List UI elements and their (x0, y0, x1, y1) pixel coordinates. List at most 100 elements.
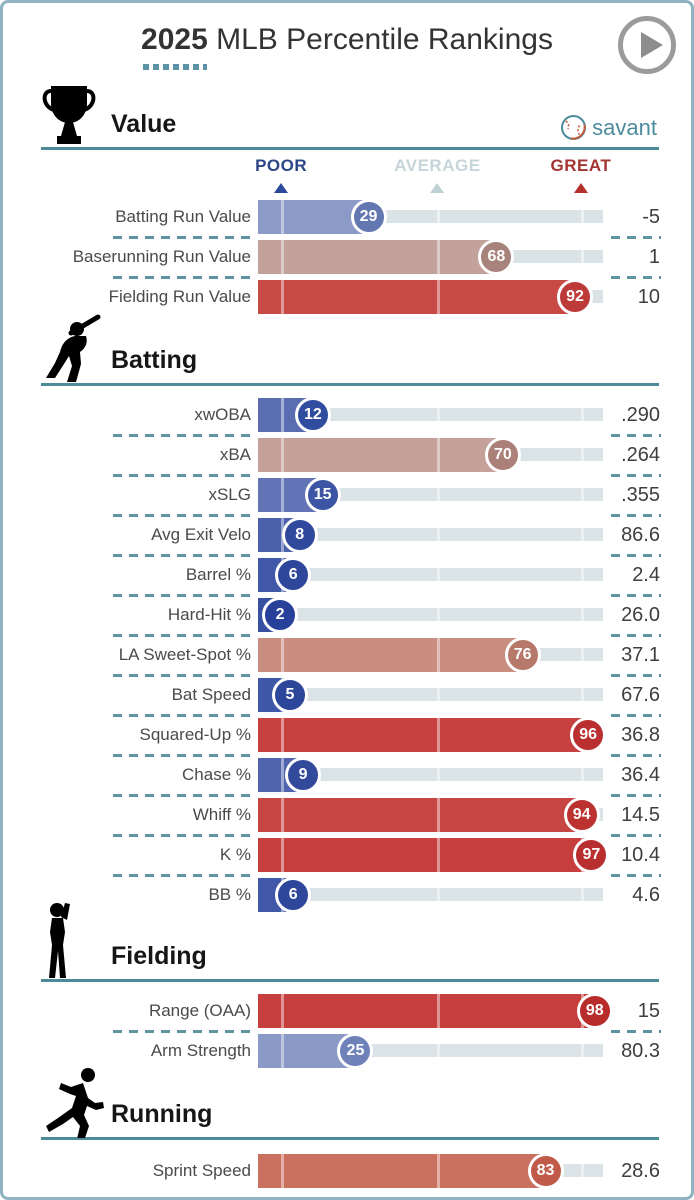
percentile-bar[interactable]: 2 (258, 597, 603, 633)
average-tick (437, 558, 441, 592)
separator-right-dashes (611, 553, 661, 557)
play-button[interactable] (618, 16, 676, 74)
row-label: Range (OAA) (148, 1001, 251, 1020)
percentile-circle[interactable]: 70 (484, 437, 521, 473)
separator-left-dashes (113, 513, 251, 517)
row-value: 26.0 (621, 604, 660, 626)
percentile-circle[interactable]: 2 (262, 597, 299, 633)
section-icon-wrap (41, 314, 103, 389)
average-tick (437, 398, 441, 432)
percentile-circle[interactable]: 96 (570, 717, 607, 753)
percentile-bar[interactable]: 15 (258, 477, 603, 513)
bar-background-track (258, 488, 603, 501)
row-value: 28.6 (621, 1160, 660, 1182)
percentile-bar[interactable]: 70 (258, 437, 603, 473)
percentile-circle[interactable]: 83 (527, 1153, 564, 1189)
scale-label-poor: POOR (255, 156, 308, 175)
great-marker-triangle (573, 183, 588, 193)
average-tick (437, 478, 441, 512)
great-tick (580, 240, 584, 274)
great-tick (580, 878, 584, 912)
percentile-bar[interactable]: 68 (258, 239, 603, 275)
percentile-row: Hard-Hit % 2 26.0 (3, 595, 691, 635)
row-label: xwOBA (194, 405, 251, 424)
percentile-row: xBA 70 .264 (3, 435, 691, 475)
percentile-circle[interactable]: 12 (294, 397, 331, 433)
percentile-bar[interactable]: 76 (258, 637, 603, 673)
title-year: 2025 (141, 23, 208, 56)
percentile-bar[interactable]: 5 (258, 677, 603, 713)
average-tick (437, 1034, 441, 1068)
percentile-bar[interactable]: 29 (258, 199, 603, 235)
percentile-circle[interactable]: 97 (573, 837, 610, 873)
percentile-circle[interactable]: 68 (478, 239, 515, 275)
percentile-bar[interactable]: 6 (258, 557, 603, 593)
percentile-circle[interactable]: 9 (285, 757, 322, 793)
percentile-circle[interactable]: 76 (504, 637, 541, 673)
row-value: .355 (621, 484, 660, 506)
percentile-circle[interactable]: 6 (275, 877, 312, 913)
row-value: 10.4 (621, 844, 660, 866)
percentile-row: Arm Strength 25 80.3 (3, 1031, 691, 1071)
title-underline-dots (143, 64, 208, 70)
percentile-row: Sprint Speed 83 28.6 (3, 1151, 691, 1191)
scale-label-great: GREAT (550, 156, 612, 175)
percentile-circle[interactable]: 6 (275, 557, 312, 593)
great-tick (580, 1034, 584, 1068)
percentile-row: Chase % 9 36.4 (3, 755, 691, 795)
percentile-bar[interactable]: 25 (258, 1033, 603, 1069)
separator-right-dashes (611, 433, 661, 437)
row-value: 86.6 (621, 524, 660, 546)
section-title: Running (111, 1100, 213, 1128)
separator-left-dashes (113, 873, 251, 877)
play-icon (641, 32, 663, 58)
savant-logo[interactable]: savant (560, 114, 657, 141)
row-label: Whiff % (192, 805, 251, 824)
percentile-bar[interactable]: 96 (258, 717, 607, 753)
batter-icon (46, 314, 101, 382)
average-tick (437, 994, 441, 1028)
average-tick (437, 678, 441, 712)
percentile-bar[interactable]: 97 (258, 837, 610, 873)
percentile-bar[interactable]: 98 (258, 993, 613, 1029)
section-icon-wrap (41, 900, 75, 985)
percentile-bar[interactable]: 83 (258, 1153, 603, 1189)
percentile-bar[interactable]: 6 (258, 877, 603, 913)
percentile-circle[interactable]: 94 (563, 797, 600, 833)
percentile-circle[interactable]: 5 (271, 677, 308, 713)
poor-tick (281, 638, 285, 672)
percentile-circle[interactable]: 8 (281, 517, 318, 553)
percentile-bar[interactable]: 94 (258, 797, 603, 833)
percentile-bar[interactable]: 9 (258, 757, 603, 793)
percentile-row: Range (OAA) 98 15 (3, 991, 691, 1031)
great-tick (580, 200, 584, 234)
average-tick (437, 838, 441, 872)
section-icon-wrap (41, 82, 97, 153)
percentile-bar[interactable]: 8 (258, 517, 603, 553)
poor-tick (281, 398, 285, 432)
section: Value savant POOR AVERAGE GREAT (3, 77, 691, 317)
great-tick (580, 558, 584, 592)
row-label: K % (219, 845, 251, 864)
row-value: 2.4 (632, 564, 660, 586)
percentile-circle[interactable]: 15 (304, 477, 341, 513)
percentile-bar[interactable]: 12 (258, 397, 603, 433)
separator-left-dashes (113, 633, 251, 637)
average-tick (437, 878, 441, 912)
percentile-bar[interactable]: 92 (258, 279, 603, 315)
percentile-circle[interactable]: 29 (350, 199, 387, 235)
percentile-circle[interactable]: 25 (337, 1033, 374, 1069)
percentile-circle[interactable]: 98 (576, 993, 613, 1029)
row-label: Bat Speed (171, 685, 251, 704)
row-label: Baserunning Run Value (72, 247, 251, 266)
row-value: -5 (642, 206, 660, 228)
row-label: Avg Exit Velo (151, 525, 251, 544)
bar-fill (258, 200, 369, 234)
section-header: Running (41, 1068, 659, 1141)
great-tick (580, 1154, 584, 1188)
separator-left-dashes (113, 833, 251, 837)
poor-tick (281, 1034, 285, 1068)
percentile-circle[interactable]: 92 (557, 279, 594, 315)
average-tick (437, 638, 441, 672)
